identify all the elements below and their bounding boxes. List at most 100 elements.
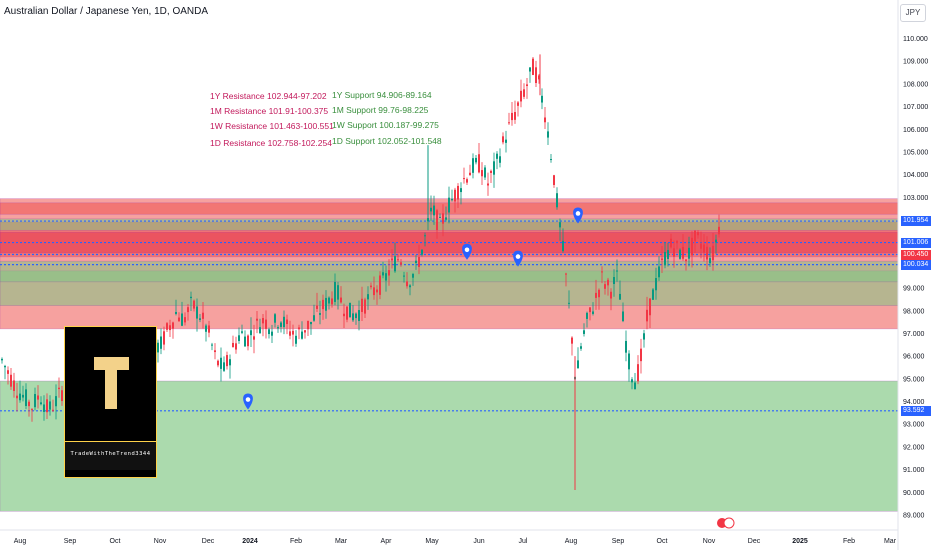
candle-body: [559, 222, 561, 228]
x-tick-label: Feb: [843, 538, 855, 545]
annotation-1m-resistance: 1M Resistance 101.91-100.375: [210, 106, 329, 116]
candle-body: [436, 210, 438, 231]
candle-body: [472, 158, 474, 173]
candle-body: [487, 183, 489, 186]
candle-body: [649, 298, 651, 316]
candle-body: [394, 256, 396, 272]
candle-body: [367, 294, 369, 300]
candle-body: [457, 185, 459, 200]
candle-body: [244, 336, 246, 347]
candle-body: [334, 282, 336, 302]
candle-body: [391, 258, 393, 261]
candle-body: [256, 318, 258, 321]
candle-body: [319, 313, 321, 315]
y-tick-label: 99.000: [903, 286, 925, 293]
candle-body: [718, 226, 720, 235]
candle-body: [679, 249, 681, 259]
candle-body: [289, 331, 291, 336]
candle-body: [346, 306, 348, 320]
currency-button[interactable]: JPY: [900, 4, 926, 22]
candle-body: [337, 285, 339, 300]
price-label: 101.006: [901, 237, 931, 248]
candle-body: [34, 393, 36, 408]
candle-body: [469, 172, 471, 176]
candle-body: [688, 247, 690, 259]
x-tick-label: Sep: [612, 538, 625, 545]
candle-body: [298, 327, 300, 330]
candle-body: [310, 321, 312, 325]
candle-body: [496, 153, 498, 159]
candle-body: [292, 330, 294, 335]
candle-body: [316, 305, 318, 309]
candle-body: [214, 350, 216, 353]
candle-body: [7, 370, 9, 374]
candle-body: [712, 245, 714, 261]
candle-body: [358, 310, 360, 321]
candle-body: [247, 335, 249, 347]
price-label: 93.592: [901, 405, 931, 416]
candle-body: [571, 337, 573, 344]
candle-body: [49, 401, 51, 410]
candle-body: [430, 207, 432, 212]
candle-body: [589, 307, 591, 313]
candle-body: [610, 291, 612, 299]
candle-body: [646, 309, 648, 322]
x-tick-label: Dec: [202, 538, 215, 545]
candle-body: [628, 353, 630, 370]
candle-body: [205, 325, 207, 332]
x-tick-label: Jun: [473, 538, 484, 545]
x-tick-label: Apr: [381, 538, 393, 545]
candle-body: [490, 170, 492, 173]
candle-body: [301, 331, 303, 339]
candle-body: [400, 262, 402, 265]
y-tick-label: 108.000: [903, 81, 928, 88]
candle-body: [676, 240, 678, 244]
candle-body: [4, 365, 6, 368]
candle-body: [439, 216, 441, 218]
candle-body: [25, 389, 27, 407]
candle-body: [262, 318, 264, 324]
chart-title: Australian Dollar / Japanese Yen, 1D, OA…: [4, 6, 208, 17]
candle-body: [520, 90, 522, 102]
candle-body: [19, 393, 21, 401]
candle-body: [664, 251, 666, 266]
candle-body: [607, 279, 609, 286]
candle-body: [580, 346, 582, 349]
candle-body: [250, 330, 252, 336]
candle-body: [673, 248, 675, 257]
candle-body: [532, 58, 534, 75]
candle-body: [568, 302, 570, 304]
y-tick-label: 91.000: [903, 467, 925, 474]
annotation-1y-support: 1Y Support 94.906-89.164: [332, 90, 432, 100]
candle-body: [535, 67, 537, 84]
candle-body: [595, 292, 597, 298]
y-tick-label: 95.000: [903, 376, 925, 383]
candle-body: [208, 325, 210, 333]
candle-body: [1, 358, 3, 361]
y-tick-label: 92.000: [903, 444, 925, 451]
candle-body: [463, 178, 465, 180]
candle-body: [511, 112, 513, 121]
candle-body: [286, 319, 288, 325]
candle-body: [226, 355, 228, 367]
y-tick-label: 94.000: [903, 399, 925, 406]
candle-body: [325, 297, 327, 311]
candle-body: [238, 335, 240, 341]
candle-body: [661, 258, 663, 260]
x-tick-label: Dec: [748, 538, 761, 545]
candle-body: [475, 157, 477, 163]
y-tick-label: 103.000: [903, 195, 928, 202]
logo-text: TradeWithTheTrend3344: [70, 451, 151, 457]
candle-body: [184, 317, 186, 323]
candle-body: [703, 244, 705, 253]
candle-body: [406, 281, 408, 287]
x-tick-label: Mar: [884, 538, 897, 545]
candle-body: [343, 313, 345, 317]
candle-body: [670, 238, 672, 248]
map-pin-dot: [464, 247, 470, 253]
candle-body: [613, 277, 615, 285]
candle-body: [499, 156, 501, 163]
x-tick-label: 2024: [242, 538, 258, 545]
candle-body: [277, 327, 279, 329]
candle-body: [514, 112, 516, 120]
